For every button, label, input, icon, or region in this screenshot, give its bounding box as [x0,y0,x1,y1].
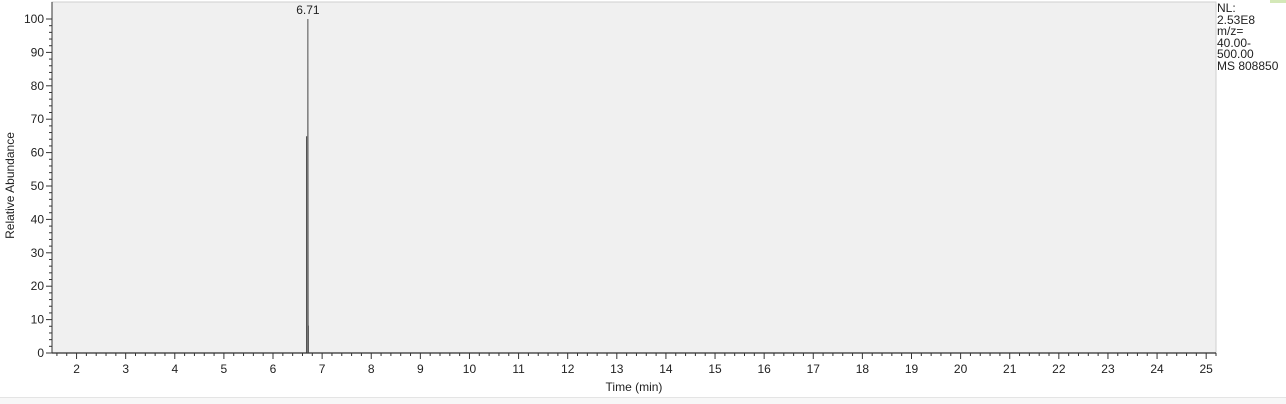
y-tick-label: 20 [31,279,45,293]
y-tick-label: 100 [24,12,44,26]
x-tick-label: 8 [368,362,375,376]
plot-area [51,1,1217,354]
x-tick-label: 23 [1101,362,1115,376]
x-tick-label: 11 [512,362,525,376]
y-tick-label: 60 [31,146,45,160]
info-line: 40.00- [1217,35,1252,50]
peak-label: 6.71 [296,3,320,17]
y-tick-label: 50 [31,179,45,193]
label-layer: 6.71 [296,3,320,17]
y-axis-title: Relative Abundance [3,132,17,239]
x-tick-label: 9 [417,362,424,376]
info-line: m/z= [1217,24,1244,38]
x-tick-label: 10 [463,362,477,376]
y-tick-label: 10 [31,313,45,327]
x-tick-label: 20 [954,362,968,376]
x-tick-label: 7 [319,362,326,376]
x-tick-label: 6 [270,362,277,376]
x-axis-title: Time (min) [606,380,663,394]
corner-marker [1270,0,1286,3]
info-line: NL: [1217,1,1236,15]
x-tick-label: 21 [1003,362,1017,376]
x-tick-label: 5 [221,362,228,376]
bottom-scroll-strip[interactable] [0,397,1286,404]
info-line: MS 808850 [1217,58,1279,73]
x-tick-label: 17 [807,362,821,376]
x-tick-label: 16 [757,362,771,376]
x-tick-label: 2 [73,362,80,376]
y-tick-label: 40 [31,212,45,226]
info-line: 2.53E8 [1217,12,1256,27]
x-tick-label: 13 [610,362,624,376]
x-tick-label: 22 [1052,362,1066,376]
y-tick-label: 90 [31,45,45,59]
y-tick-label: 70 [31,112,45,126]
x-tick-label: 12 [561,362,575,376]
x-tick-label: 24 [1150,362,1164,376]
x-tick-label: 4 [171,362,178,376]
y-tick-label: 80 [31,79,45,93]
x-tick-label: 15 [708,362,722,376]
info-line: 500.00 [1217,47,1254,61]
y-tick-label: 30 [31,246,45,260]
x-tick-label: 19 [905,362,919,376]
x-tick-label: 14 [659,362,673,376]
x-tick-label: 3 [122,362,129,376]
y-tick-label: 0 [37,346,44,360]
x-tick-label: 25 [1199,362,1213,376]
x-tick-label: 18 [856,362,870,376]
info-panel: NL: 2.53E8 m/z= 40.00- 500.00 MS 808850 [1217,1,1279,73]
